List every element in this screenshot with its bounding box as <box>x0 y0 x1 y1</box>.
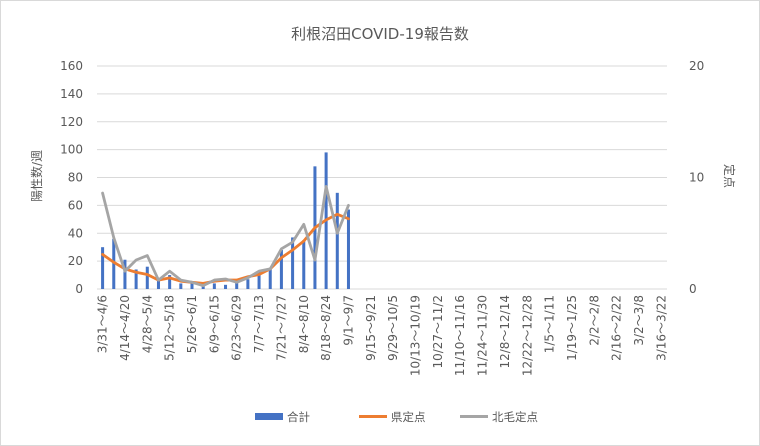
gridlines <box>97 65 667 290</box>
legend: 合計 県定点 北毛定点 <box>255 410 538 424</box>
y2-tick-label: 0 <box>689 282 697 296</box>
x-axis-ticks: 3/31～4/6 4/14～4/20 4/28～5/4 5/12～5/18 5/26～6… <box>96 295 669 376</box>
bar-series-total <box>101 152 350 289</box>
x-tick-label: 2/16～2/22 <box>610 295 624 361</box>
legend-label: 北毛定点 <box>492 410 538 424</box>
legend-swatch-bar <box>255 413 283 420</box>
bar <box>224 284 228 289</box>
x-tick-label: 11/24～11/30 <box>476 295 490 376</box>
y-axis-title: 陽性数/週 <box>29 150 44 202</box>
y2-tick-label: 10 <box>689 171 704 185</box>
y-tick-label: 160 <box>60 59 83 73</box>
y2-axis-title: 定点 <box>722 164 737 188</box>
bar <box>291 237 295 289</box>
right-axis-ticks: 0 10 20 <box>689 59 704 296</box>
bar <box>268 268 272 289</box>
y2-tick-label: 20 <box>689 59 704 73</box>
bar <box>201 286 205 289</box>
x-tick-label: 10/27～11/2 <box>431 295 445 369</box>
x-tick-label: 7/21～7/27 <box>274 295 288 361</box>
y-tick-label: 0 <box>75 282 83 296</box>
bar <box>302 240 306 289</box>
x-tick-label: 6/9～6/15 <box>207 295 221 353</box>
bar <box>279 249 283 289</box>
bar <box>134 269 138 289</box>
y-tick-label: 100 <box>60 143 83 157</box>
bar <box>156 280 160 289</box>
x-tick-label: 4/14～4/20 <box>118 295 132 361</box>
y-tick-label: 80 <box>68 171 83 185</box>
left-axis-ticks: 0 20 40 60 80 100 120 140 160 <box>60 59 83 296</box>
x-tick-label: 3/2～3/8 <box>632 295 646 346</box>
y-tick-label: 60 <box>68 198 83 212</box>
x-tick-label: 10/13～10/19 <box>409 295 423 376</box>
x-tick-label: 3/16～3/22 <box>654 295 668 361</box>
x-tick-label: 9/1～9/7 <box>341 295 355 346</box>
line-北毛定点 <box>101 185 350 288</box>
x-tick-label: 5/12～5/18 <box>163 295 177 361</box>
y-tick-label: 120 <box>60 115 83 129</box>
x-tick-label: 1/19～1/25 <box>565 295 579 361</box>
x-tick-label: 7/7～7/13 <box>252 295 266 353</box>
x-tick-label: 9/15～9/21 <box>364 295 378 361</box>
x-tick-label: 12/8～12/14 <box>498 295 512 369</box>
bar <box>145 266 149 289</box>
bar <box>335 192 339 289</box>
y-tick-label: 140 <box>60 87 83 101</box>
bar <box>257 270 261 289</box>
y-tick-label: 40 <box>68 226 83 240</box>
x-tick-label: 2/2～2/8 <box>587 295 601 346</box>
x-tick-label: 1/5～1/11 <box>543 295 557 353</box>
x-tick-label: 6/23～6/29 <box>230 295 244 361</box>
x-tick-label: 4/28～5/4 <box>140 295 154 353</box>
bar <box>212 283 216 289</box>
x-tick-label: 8/4～8/10 <box>297 295 311 353</box>
legend-label: 合計 <box>287 410 310 424</box>
bar <box>235 280 239 289</box>
bar <box>190 283 194 289</box>
x-tick-label: 3/31～4/6 <box>96 295 110 353</box>
x-tick-label: 9/29～10/5 <box>386 295 400 361</box>
bar <box>168 275 172 289</box>
bar <box>179 283 183 289</box>
legend-label: 県定点 <box>391 410 426 424</box>
bar <box>101 247 105 289</box>
x-tick-label: 12/22～12/28 <box>520 295 534 376</box>
y-tick-label: 20 <box>68 254 83 268</box>
x-tick-label: 5/26～6/1 <box>185 295 199 353</box>
x-tick-label: 8/18～8/24 <box>319 295 333 361</box>
line-series <box>101 185 350 288</box>
bar <box>346 209 350 289</box>
bar <box>123 259 127 289</box>
bar <box>246 279 250 289</box>
x-tick-label: 11/10～11/16 <box>453 295 467 376</box>
bar <box>112 238 116 289</box>
chart-title: 利根沼田COVID-19報告数 <box>291 25 469 43</box>
